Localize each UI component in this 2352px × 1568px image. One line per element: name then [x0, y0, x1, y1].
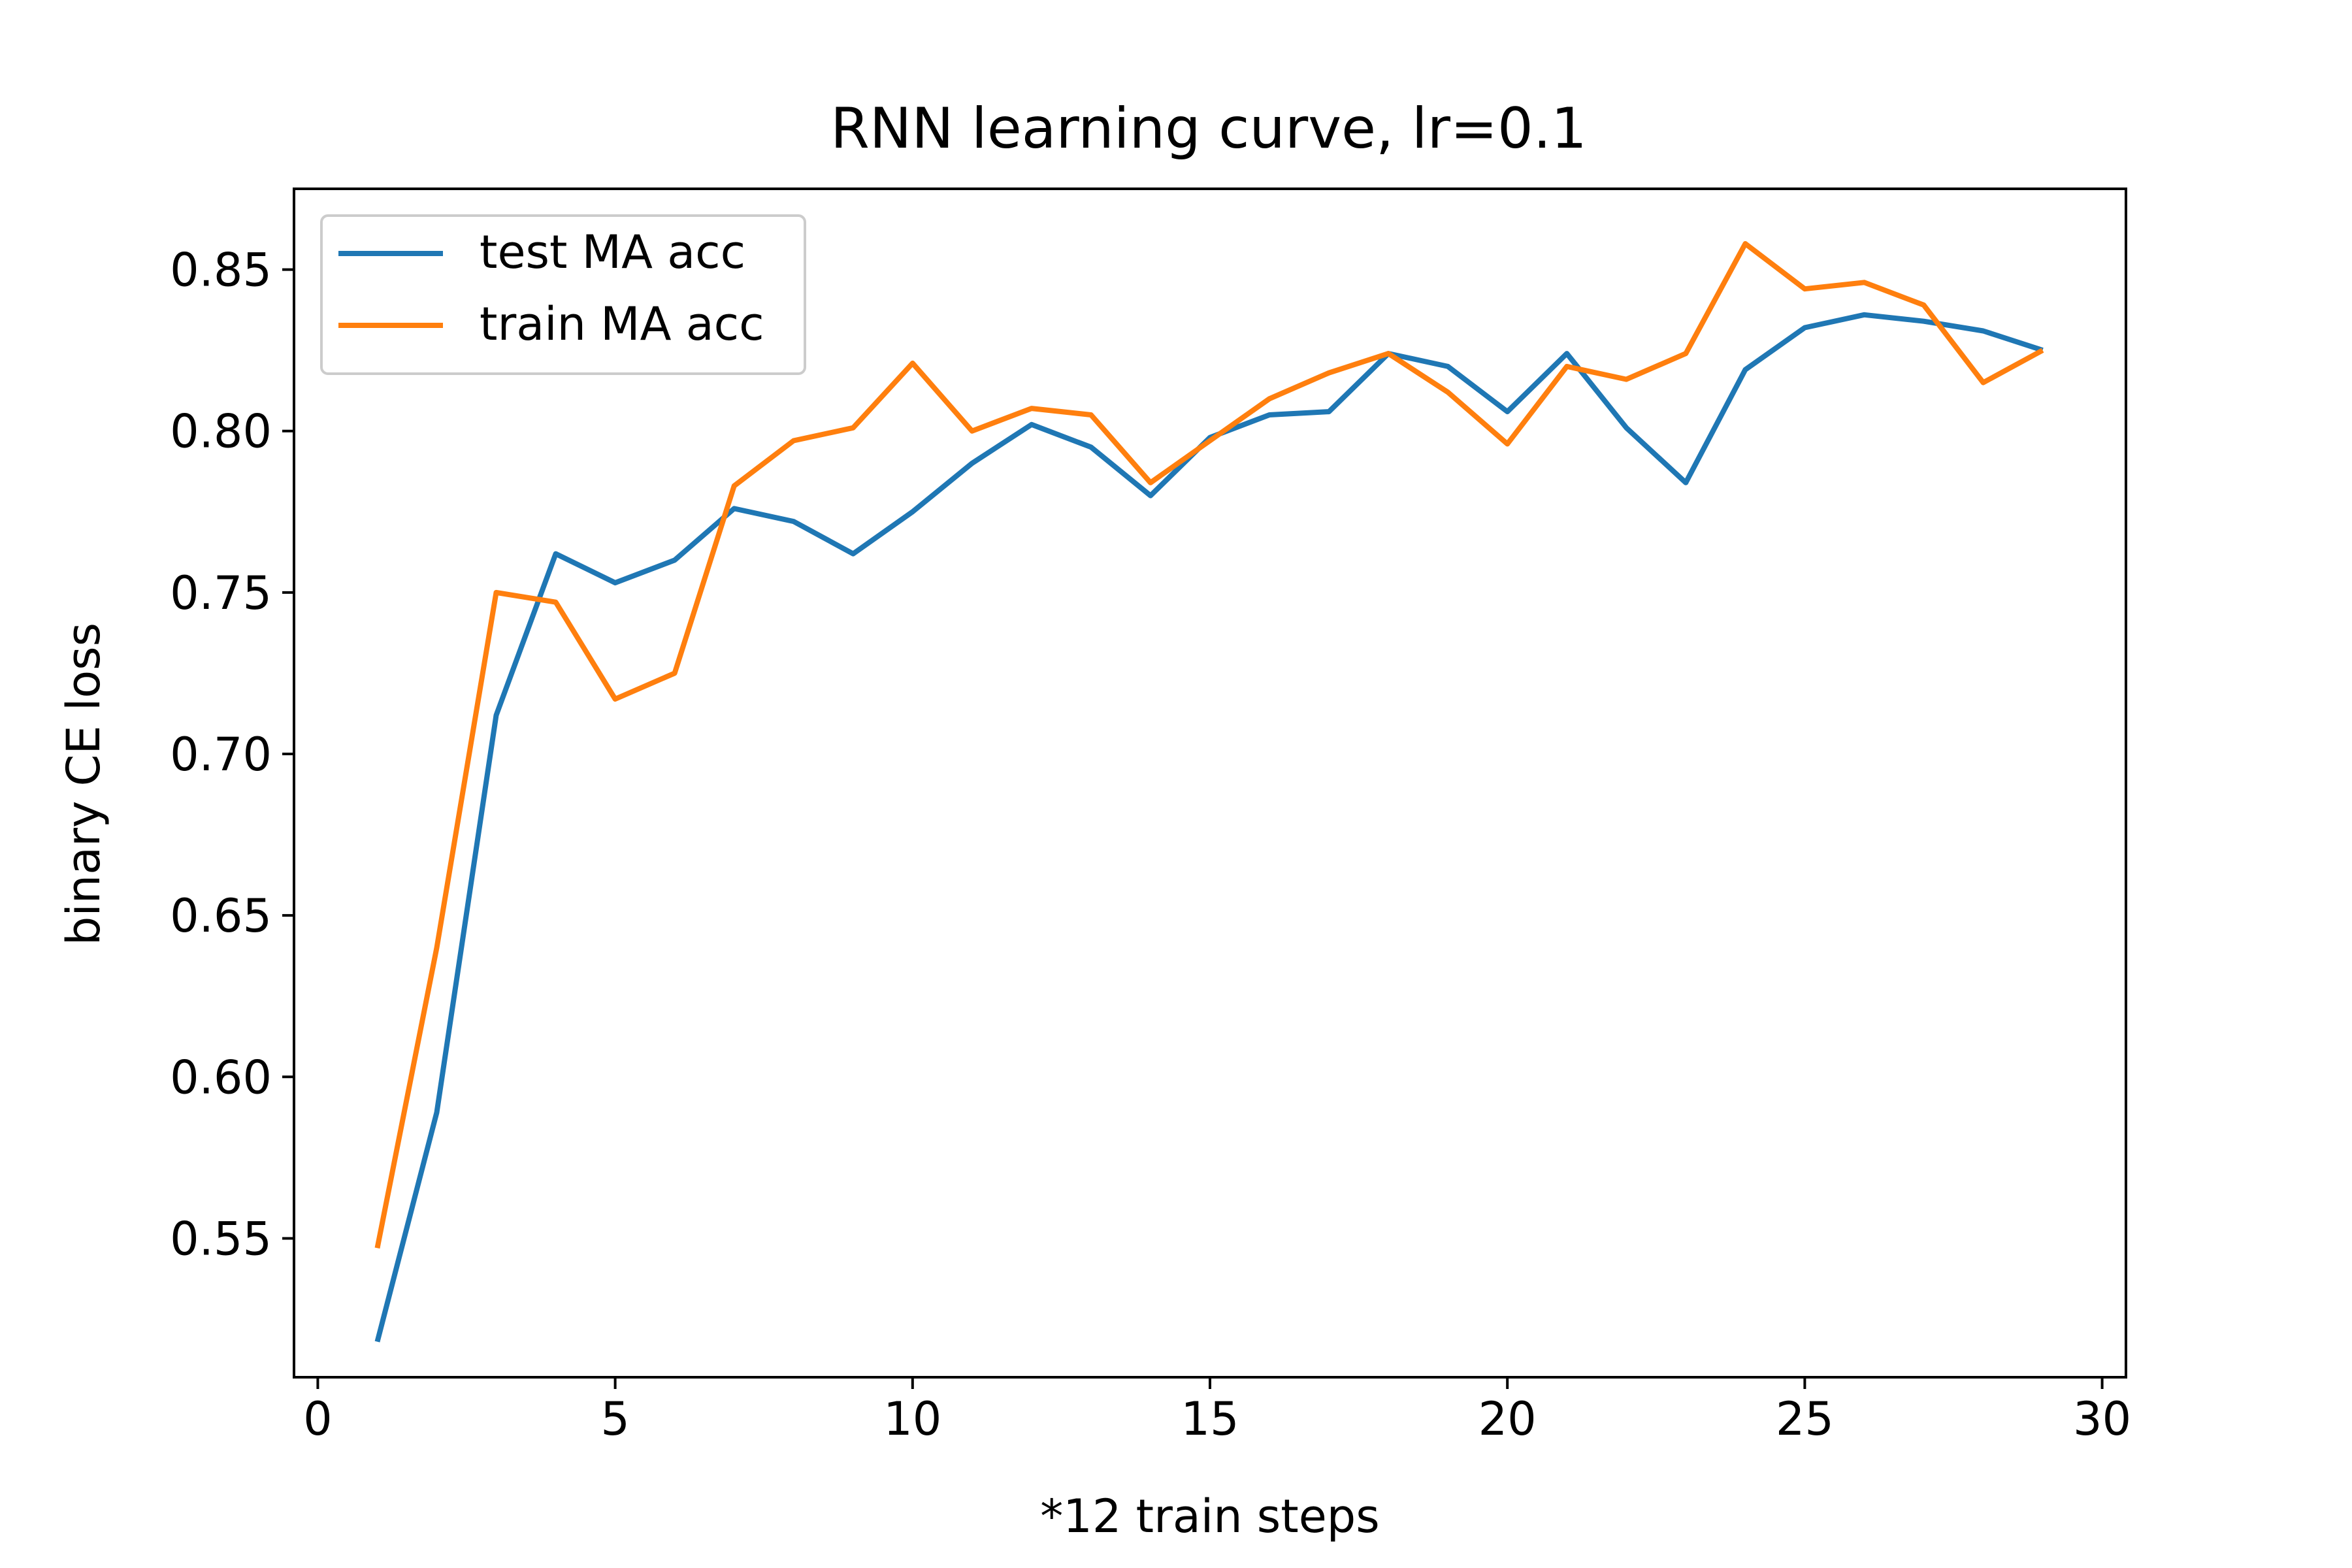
y-tick-label: 0.80	[170, 405, 272, 459]
y-tick-label: 0.70	[170, 728, 272, 781]
x-tick-label: 5	[600, 1392, 630, 1446]
y-tick-label: 0.60	[170, 1051, 272, 1104]
legend-label: train MA acc	[480, 297, 764, 351]
y-axis-label: binary CE loss	[57, 623, 110, 945]
x-tick-label: 15	[1181, 1392, 1239, 1446]
x-tick-label: 25	[1776, 1392, 1834, 1446]
y-axis: 0.55 0.60 0.65 0.70 0.75 0.80 0.85	[170, 244, 294, 1266]
series-line-test-ma-acc	[374, 312, 2044, 1343]
x-tick-label: 20	[1478, 1392, 1537, 1446]
x-axis-label: *12 train steps	[1040, 1490, 1379, 1543]
x-tick-label: 10	[883, 1392, 941, 1446]
y-tick-label: 0.75	[170, 566, 272, 620]
y-tick-label: 0.85	[170, 244, 272, 297]
legend: test MA acc train MA acc	[320, 214, 806, 375]
y-tick-label: 0.55	[170, 1212, 272, 1266]
x-tick-label: 0	[303, 1392, 333, 1446]
x-tick-label: 30	[2073, 1392, 2131, 1446]
series-line-train-ma-acc	[374, 241, 2044, 1249]
chart-title: RNN learning curve, lr=0.1	[830, 96, 1587, 161]
legend-label: test MA acc	[480, 225, 745, 279]
y-tick-label: 0.65	[170, 889, 272, 943]
x-axis: 0 5 10 15 20 25 30	[303, 1377, 2131, 1446]
series-layer	[374, 241, 2044, 1343]
